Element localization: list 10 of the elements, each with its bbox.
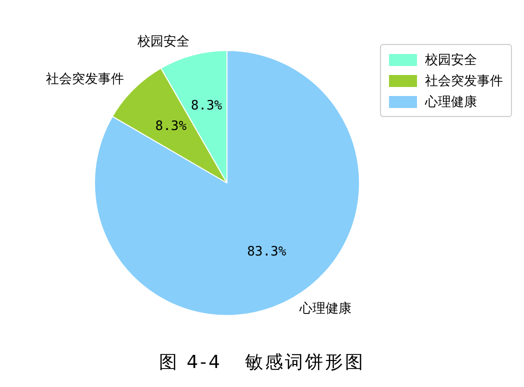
caption: 图 4-4 敏感词饼形图: [158, 351, 366, 374]
data-label: 8.3%: [155, 119, 187, 134]
slice-label: 心理健康: [298, 300, 352, 317]
legend-label: 社会突发事件: [425, 72, 503, 90]
legend-label: 心理健康: [425, 94, 477, 110]
slice-label: 社会突发事件: [46, 72, 124, 88]
legend-label: 校园安全: [425, 52, 477, 68]
slice-label: 校园安全: [136, 34, 190, 50]
data-label: 8.3%: [190, 98, 222, 114]
data-label: 83.3%: [247, 244, 286, 260]
